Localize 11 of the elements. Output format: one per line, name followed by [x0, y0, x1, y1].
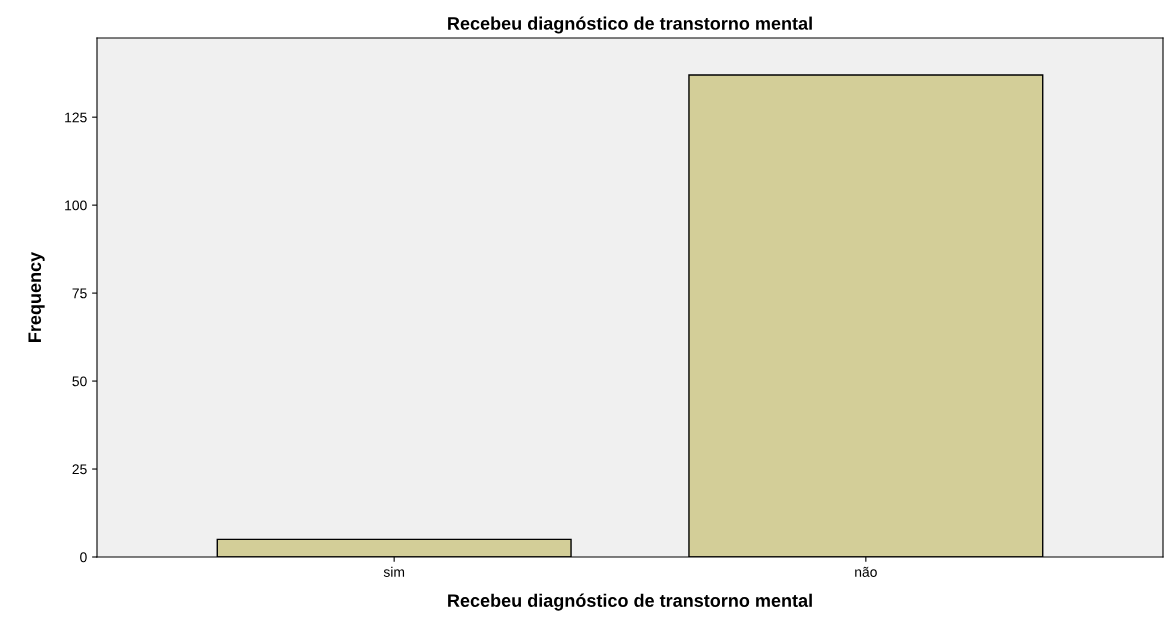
y-tick-label: 50	[72, 376, 87, 387]
x-tick-label: sim	[383, 566, 405, 577]
y-tick-label: 75	[72, 288, 87, 299]
chart-title: Recebeu diagnóstico de transtorno mental	[448, 16, 812, 34]
y-tick-label: 100	[65, 200, 87, 211]
y-tick-label: 25	[72, 464, 87, 475]
x-tick-label: não	[855, 566, 877, 577]
y-tick-label: 125	[65, 112, 87, 123]
y-axis-title: Frequency	[28, 251, 45, 342]
x-axis-title: Recebeu diagnóstico de transtorno mental	[448, 593, 812, 611]
y-tick-label: 0	[80, 552, 87, 563]
